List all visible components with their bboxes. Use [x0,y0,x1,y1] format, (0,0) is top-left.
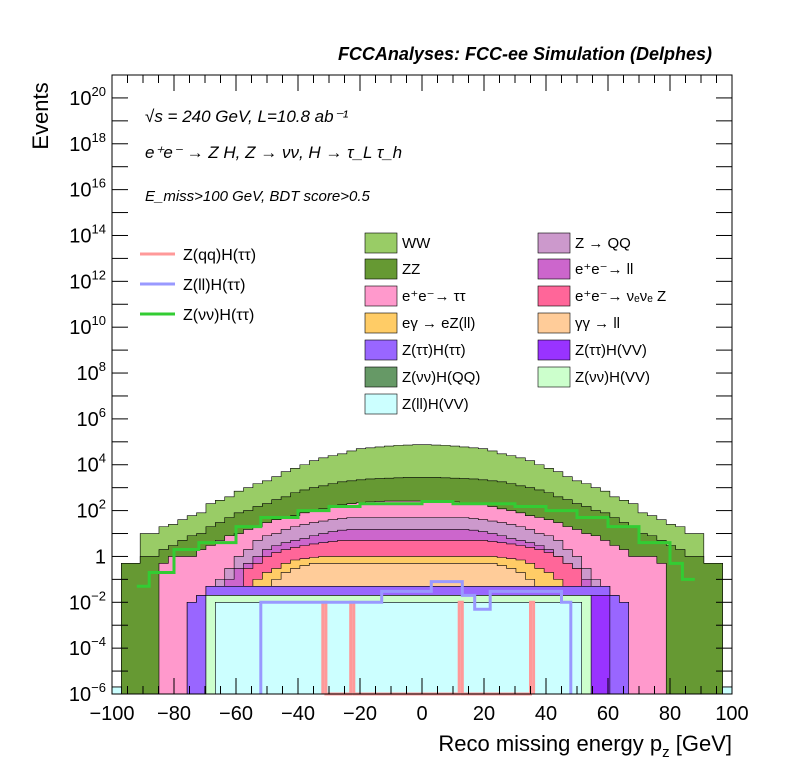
y-tick-label: 1018 [69,130,106,156]
legend-swatch [537,312,571,334]
legend-swatch [364,285,398,307]
x-tick-label: −20 [343,703,377,725]
legend-label: e⁺e⁻→ νₑνₑ Z [575,288,666,305]
legend-swatch [537,285,571,307]
legend-swatch [537,232,571,254]
legend-swatch [537,366,571,388]
x-tick-label: 80 [659,703,681,725]
legend-label: Z(ττ)H(ττ) [402,342,466,359]
y-tick-label: 106 [77,405,106,431]
annotation-cuts: E_miss>100 GeV, BDT score>0.5 [145,188,370,205]
y-tick-label: 102 [77,497,106,523]
y-tick-label: 108 [77,359,106,385]
legend-label: γγ → ll [575,315,620,332]
legend-line-label: Z(ll)H(ττ) [183,277,245,294]
legend-swatch [537,258,571,280]
legend-label: Z → QQ [575,235,631,252]
legend-label: eγ → eZ(ll) [402,315,475,332]
y-tick-label: 1 [95,546,106,568]
legend: Z(qq)H(ττ) Z(ll)H(ττ) Z(νν)H(ττ) WW Z → QQ ZZ… [140,232,666,415]
legend-label: e⁺e⁻→ ττ [402,288,466,305]
legend-label: e⁺e⁻→ ll [575,261,633,278]
x-axis-label: Reco missing energy pz [GeV] [438,731,732,761]
y-tick-label: 1020 [69,84,106,110]
legend-label: Z(νν)H(VV) [575,369,650,386]
annotation-energy: √s = 240 GeV, L=10.8 ab⁻¹ [145,107,349,126]
x-tick-label: 0 [416,703,427,725]
legend-label: WW [402,235,431,252]
y-tick-label: 10−2 [69,588,106,614]
y-tick-label: 1016 [69,176,106,202]
tick-label-layer: −100 −80 −60 −40 −20 0 20 40 60 80 100 10−6 10−4 10−2… [69,84,749,725]
legend-label: Z(ll)H(VV) [402,396,469,413]
legend-label: Z(ττ)H(VV) [575,342,647,359]
y-tick-label: 1012 [69,267,106,293]
line-series-1 [259,580,573,694]
annotation-process: e⁺e⁻ → Z H, Z → νν, H → τ_L τ_h [145,143,402,162]
legend-line-label: Z(qq)H(ττ) [183,247,256,264]
x-tick-label: −60 [219,703,253,725]
legend-swatch [364,339,398,361]
legend-label: Z(νν)H(QQ) [402,369,480,386]
tick-layer [111,75,733,695]
y-tick-label: 10−6 [69,680,106,706]
legend-line-label: Z(νν)H(ττ) [183,307,254,324]
x-tick-label: −80 [157,703,191,725]
x-tick-label: −40 [281,703,315,725]
y-tick-label: 104 [77,451,106,477]
y-axis-label: Events [28,82,53,149]
x-tick-label: 20 [473,703,495,725]
legend-swatch [364,258,398,280]
y-tick-label: 1014 [69,221,106,247]
y-tick-label: 10−4 [69,634,106,660]
x-tick-label: 100 [715,703,748,725]
x-tick-label: 40 [535,703,557,725]
line-series-2 [136,499,695,588]
legend-swatch [364,366,398,388]
legend-label: ZZ [402,261,420,278]
legend-swatch [364,232,398,254]
x-tick-label: −100 [89,703,134,725]
chart-title: FCCAnalyses: FCC-ee Simulation (Delphes) [338,44,712,64]
legend-swatch [537,339,571,361]
stack-layer [111,444,733,695]
y-tick-label: 1010 [69,313,106,339]
legend-swatch [364,393,398,415]
legend-swatch [364,312,398,334]
x-tick-label: 60 [597,703,619,725]
